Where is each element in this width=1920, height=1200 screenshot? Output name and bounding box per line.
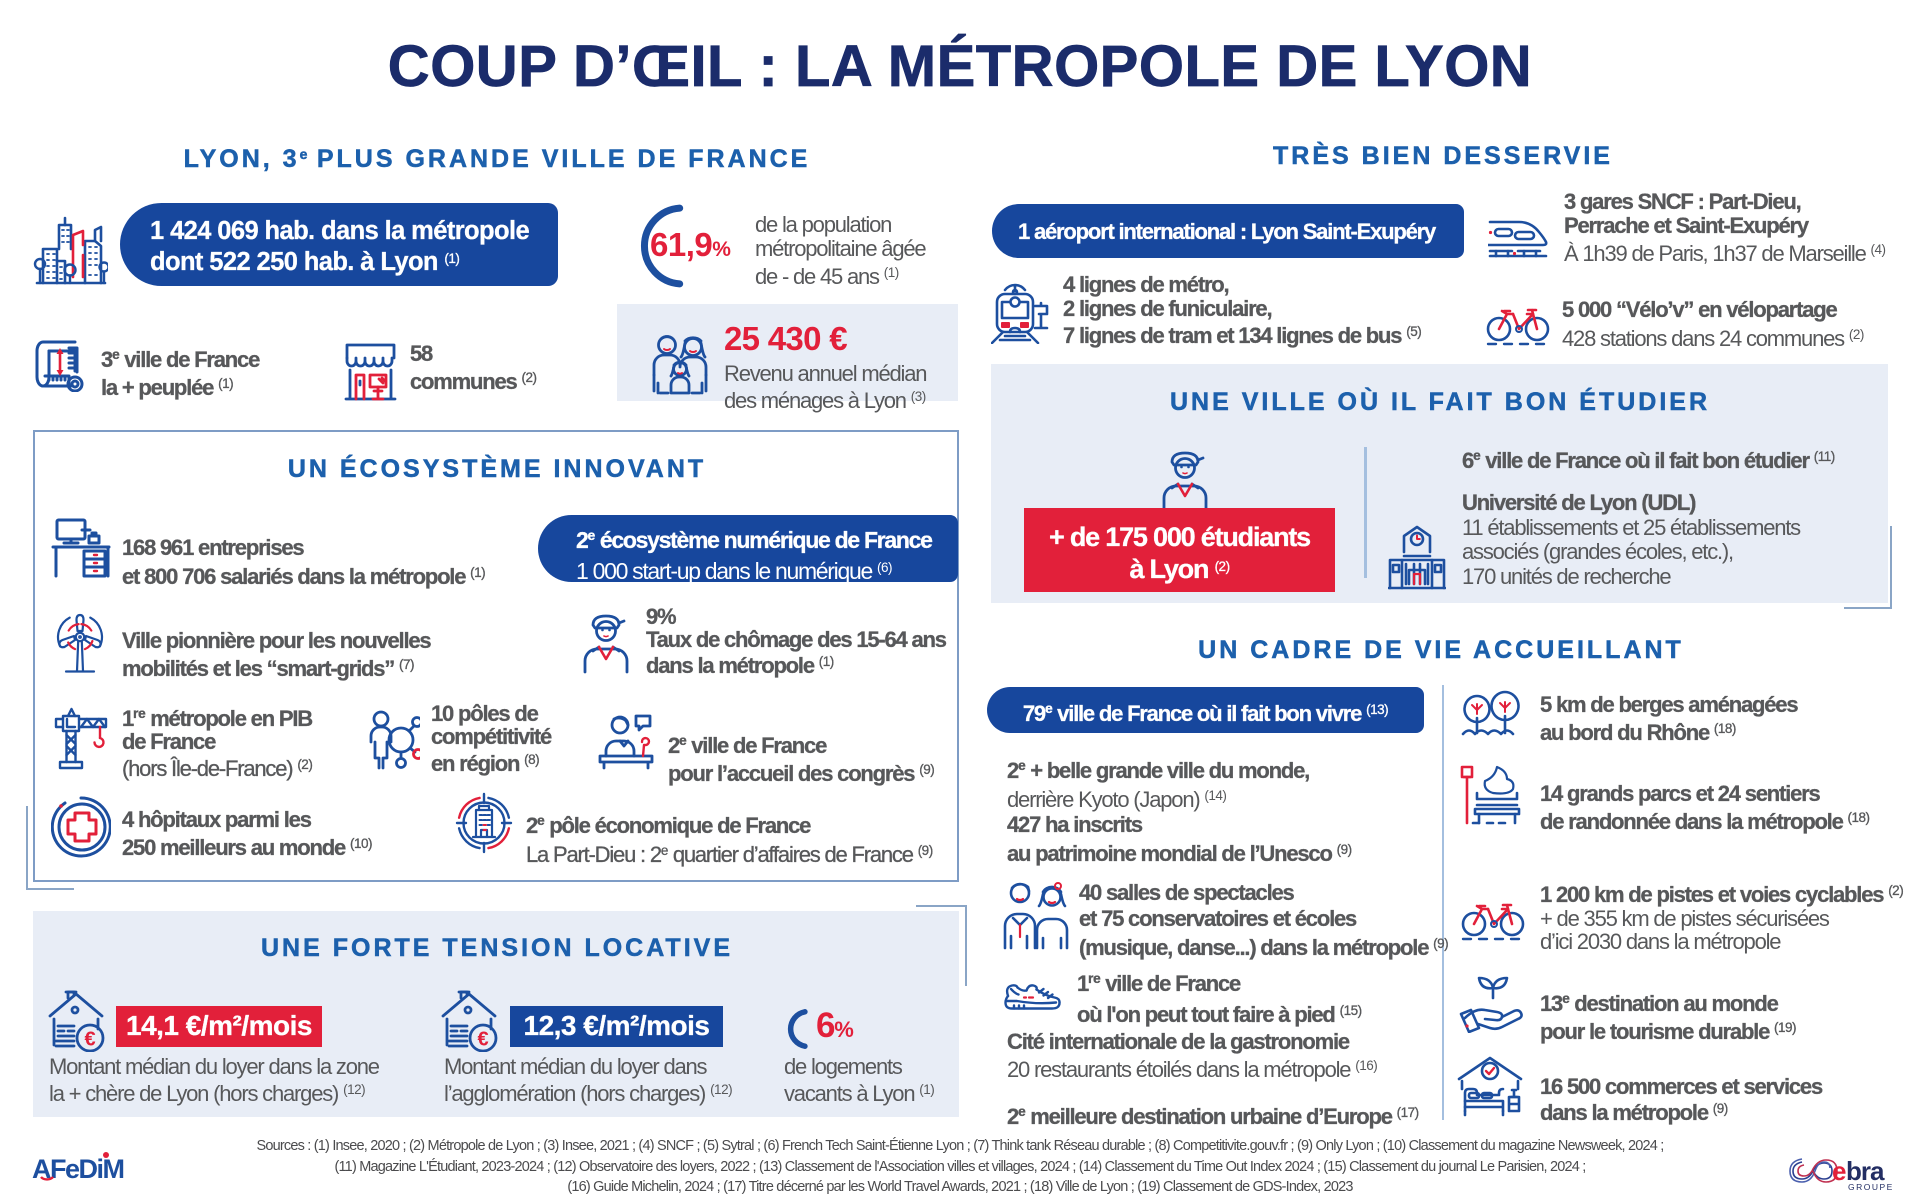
svg-text:€: € xyxy=(85,1029,96,1051)
svg-text:€: € xyxy=(478,1029,489,1051)
svg-text:bra: bra xyxy=(1846,1156,1885,1186)
svg-text:e: e xyxy=(1832,1156,1846,1186)
svg-text:GROUPE: GROUPE xyxy=(1848,1182,1892,1192)
